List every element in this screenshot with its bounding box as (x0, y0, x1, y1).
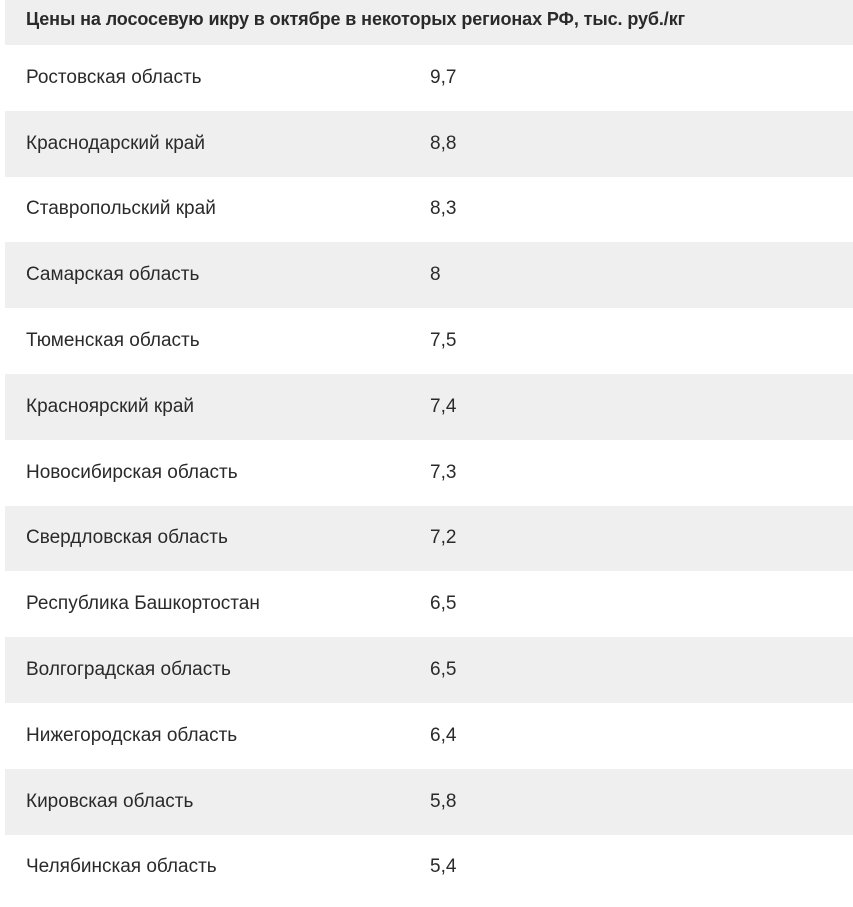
region-cell: Кировская область (26, 790, 194, 812)
region-cell: Тюменская область (26, 330, 200, 352)
price-cell: 7,5 (430, 330, 457, 352)
price-cell: 7,3 (430, 461, 457, 483)
table-row: Новосибирская область 7,3 (5, 439, 853, 506)
price-cell: 7,2 (430, 527, 457, 549)
price-cell: 8,3 (430, 198, 457, 220)
table-row: Красноярский край 7,4 (5, 373, 853, 440)
region-cell: Свердловская область (26, 527, 228, 549)
table-row: Волгоградская область 6,5 (5, 637, 853, 703)
table-row: Кировская область 5,8 (5, 768, 853, 835)
table-row: Нижегородская область 6,4 (5, 702, 853, 769)
price-cell: 5,4 (430, 856, 457, 878)
price-cell: 8,8 (430, 132, 457, 154)
table-row: Самарская область 8 (5, 242, 853, 309)
price-cell: 8 (430, 264, 441, 286)
region-cell: Волгоградская область (26, 659, 231, 681)
region-cell: Челябинская область (26, 856, 217, 878)
table-row: Краснодарский край 8,8 (5, 110, 853, 177)
table-row: Ставропольский край 8,3 (5, 176, 853, 243)
price-cell: 6,5 (430, 659, 457, 681)
region-cell: Краснодарский край (26, 132, 205, 154)
region-cell: Ставропольский край (26, 198, 216, 220)
price-cell: 6,5 (430, 593, 457, 615)
table-row: Республика Башкортостан 6,5 (5, 571, 853, 638)
table-title: Цены на лососевую икру в октябре в некот… (5, 0, 853, 45)
price-cell: 6,4 (430, 724, 457, 746)
price-cell: 5,8 (430, 790, 457, 812)
price-cell: 7,4 (430, 395, 457, 417)
table-row: Свердловская область 7,2 (5, 505, 853, 572)
table-row: Тюменская область 7,5 (5, 308, 853, 374)
table-body: Ростовская область 9,7 Краснодарский кра… (5, 45, 853, 901)
region-cell: Красноярский край (26, 395, 194, 417)
region-cell: Республика Башкортостан (26, 593, 260, 615)
price-cell: 9,7 (430, 66, 457, 88)
region-cell: Нижегородская область (26, 724, 238, 746)
table-row: Ростовская область 9,7 (5, 45, 853, 111)
region-cell: Новосибирская область (26, 461, 238, 483)
table-row: Челябинская область 5,4 (5, 834, 853, 901)
region-cell: Самарская область (26, 264, 200, 286)
region-cell: Ростовская область (26, 66, 202, 88)
